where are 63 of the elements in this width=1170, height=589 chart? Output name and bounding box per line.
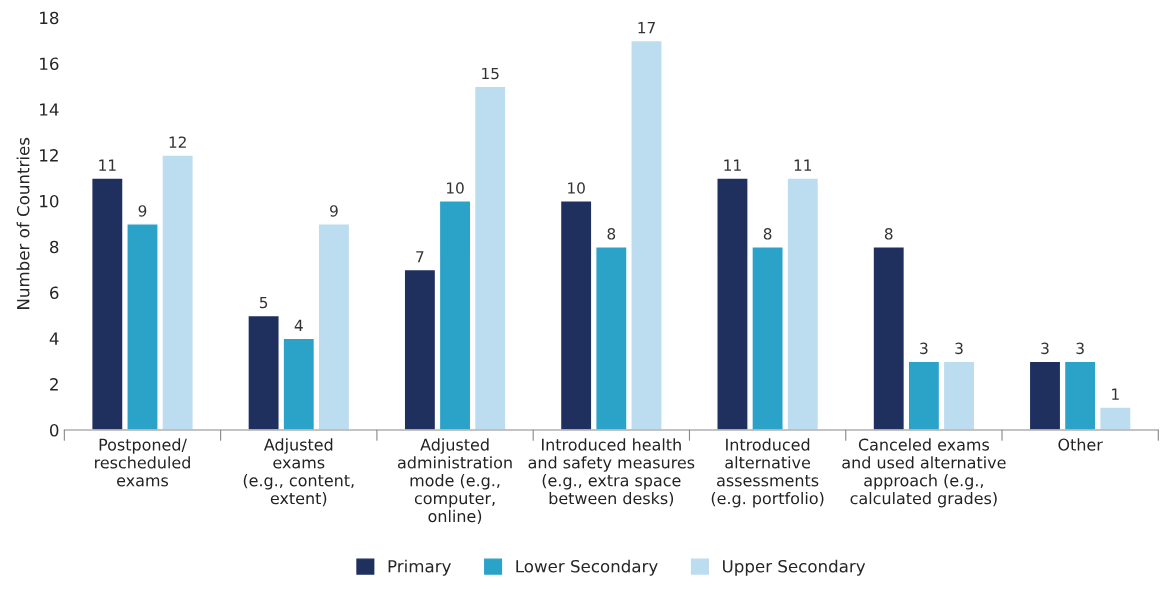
- data-label: 8: [607, 228, 616, 240]
- bar: [1028, 360, 1062, 430]
- bar: [559, 200, 593, 430]
- x-tick-label: Introduced alternative assessments (e.g. portfolio): [711, 438, 824, 508]
- y-tick-label: 10: [40, 194, 59, 208]
- bar: [126, 223, 159, 430]
- data-label: 3: [1041, 342, 1049, 355]
- y-tick-label: 4: [49, 332, 59, 345]
- y-tick-label: 16: [40, 57, 59, 71]
- y-tick-label: 0: [49, 423, 59, 437]
- x-tick-label: Adjusted administration mode (e.g., computer, online): [398, 438, 512, 525]
- bar: [403, 268, 437, 430]
- legend-label: Lower Secondary: [516, 559, 658, 576]
- y-tick-label: 14: [40, 103, 59, 116]
- bar: [595, 246, 628, 430]
- data-label: 1: [1112, 388, 1119, 400]
- x-tick-label: Adjusted exams (e.g., content, extent): [243, 438, 354, 507]
- data-label: 3: [955, 342, 963, 355]
- bar: [751, 246, 784, 430]
- bar: [282, 337, 316, 430]
- bar: [317, 223, 351, 430]
- data-label: 4: [294, 319, 303, 331]
- x-tick-label: Postponed/ rescheduled exams: [95, 438, 190, 487]
- bar: [247, 314, 280, 430]
- x-tick-label: Other: [1058, 438, 1103, 451]
- bar: [161, 154, 194, 430]
- bar: [91, 177, 124, 430]
- data-label: 9: [330, 205, 338, 217]
- data-label: 17: [638, 22, 655, 34]
- x-tick-label: Introduced health and safety measures (e.g., extra space between desks): [528, 438, 695, 507]
- data-label: 9: [138, 205, 147, 217]
- legend-label: Primary: [388, 559, 451, 576]
- y-tick-label: 6: [50, 286, 59, 300]
- data-label: 11: [724, 159, 741, 171]
- y-tick-label: 8: [50, 240, 59, 254]
- data-label: 8: [884, 228, 893, 240]
- y-axis-title: Number of Countries: [16, 137, 30, 309]
- data-label: 3: [920, 342, 928, 355]
- data-label: 11: [99, 159, 116, 171]
- bar: [716, 177, 749, 430]
- bar: [630, 39, 663, 430]
- data-label: 10: [568, 182, 585, 194]
- bar: [872, 246, 906, 430]
- bar: [1099, 406, 1132, 430]
- data-label: 10: [447, 182, 464, 194]
- bar: [438, 200, 472, 430]
- bar: [786, 177, 820, 430]
- bar: [473, 85, 507, 430]
- legend-label: Upper Secondary: [723, 559, 866, 576]
- bar: [1063, 360, 1097, 430]
- x-tick-label: Canceled exams and used alternative approach (e.g., calculated grades): [842, 438, 1006, 508]
- y-tick-label: 12: [40, 149, 58, 162]
- data-label: 3: [1076, 342, 1084, 355]
- data-label: 8: [763, 228, 772, 240]
- y-tick-label: 2: [50, 378, 58, 391]
- data-label: 12: [169, 136, 186, 148]
- y-tick-label: 18: [40, 11, 59, 25]
- bar: [942, 360, 976, 430]
- data-label: 7: [416, 251, 424, 263]
- data-label: 15: [482, 67, 499, 80]
- data-label: 11: [794, 159, 812, 171]
- data-label: 5: [259, 296, 268, 309]
- bar: [907, 360, 941, 430]
